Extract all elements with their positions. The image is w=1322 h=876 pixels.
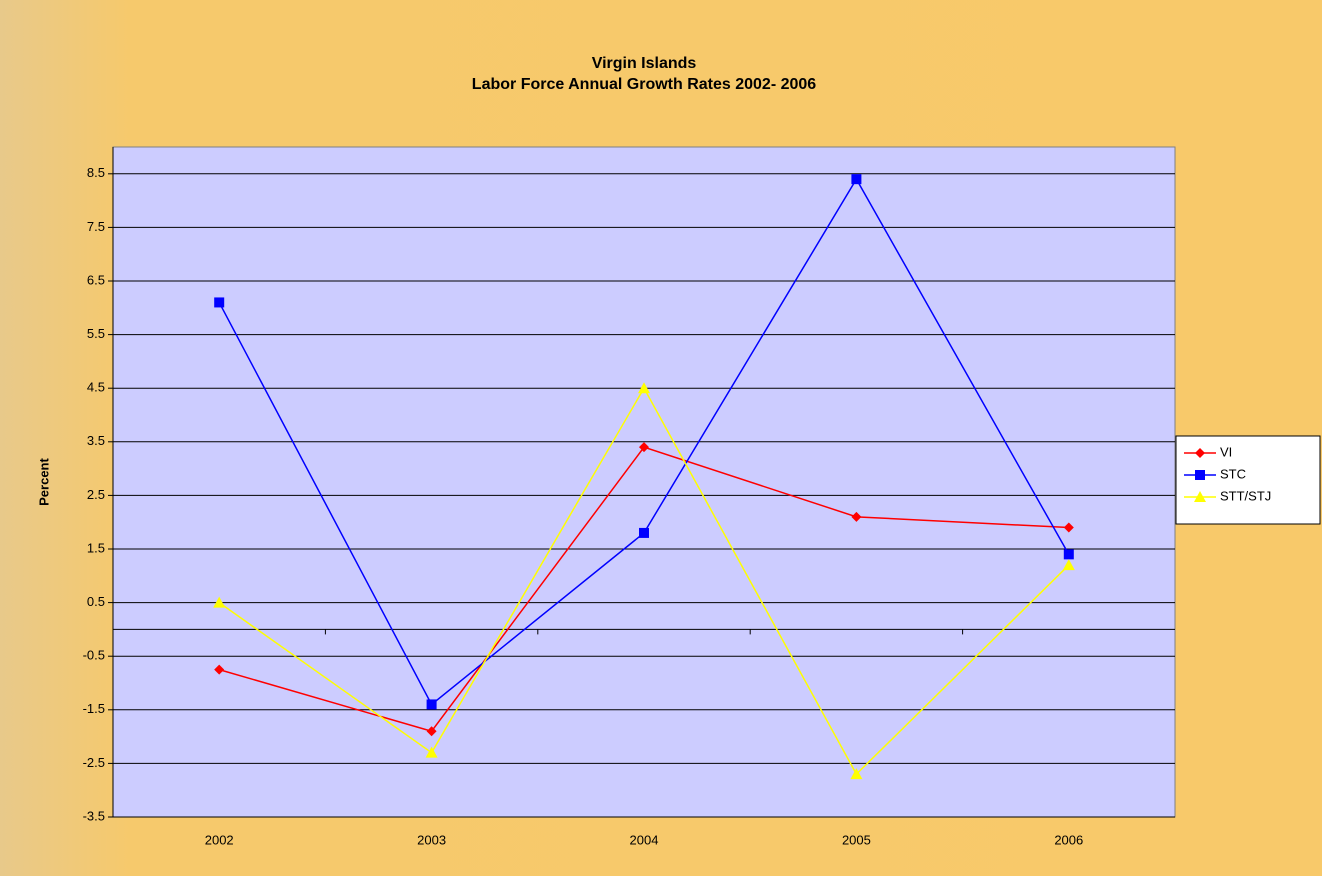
marker	[1063, 549, 1074, 560]
y-tick-label: 0.5	[87, 594, 105, 609]
marker	[1063, 522, 1074, 533]
x-tick-label: 2006	[1054, 832, 1083, 847]
y-tick-label: 6.5	[87, 272, 105, 287]
marker	[214, 297, 225, 308]
marker	[213, 596, 226, 608]
y-tick-label: 1.5	[87, 540, 105, 555]
marker	[639, 442, 649, 453]
marker	[851, 174, 862, 185]
chart-title: Virgin Islands	[592, 55, 697, 72]
marker	[851, 511, 862, 522]
plot-area	[112, 146, 1176, 818]
marker	[638, 382, 650, 394]
y-axis-label: Percent	[36, 457, 51, 505]
chart-subtitle: Labor Force Annual Growth Rates 2002- 20…	[472, 76, 817, 93]
x-tick-label: 2004	[630, 832, 659, 847]
marker	[426, 726, 437, 737]
y-tick-label: 2.5	[87, 487, 105, 502]
y-tick-label: 3.5	[87, 433, 105, 448]
marker	[425, 746, 438, 758]
marker	[1195, 470, 1205, 480]
marker	[639, 527, 649, 538]
y-tick-label: 8.5	[87, 165, 105, 180]
y-tick-label: -1.5	[83, 701, 105, 716]
marker	[1195, 448, 1205, 458]
y-tick-label: -2.5	[83, 755, 105, 770]
marker	[426, 699, 437, 710]
x-tick-label: 2003	[417, 832, 446, 847]
y-tick-label: 5.5	[87, 326, 105, 341]
marker	[1062, 559, 1075, 571]
x-tick-label: 2005	[842, 832, 871, 847]
legend-label: STT/STJ	[1220, 488, 1271, 503]
marker	[1194, 491, 1206, 502]
legend-label: STC	[1220, 466, 1246, 481]
y-tick-label: 4.5	[87, 380, 105, 395]
y-tick-label: -3.5	[83, 808, 105, 823]
legend-label: VI	[1220, 444, 1232, 459]
marker	[850, 768, 863, 780]
marker	[214, 664, 225, 675]
y-tick-label: -0.5	[83, 648, 105, 663]
y-tick-label: 7.5	[87, 219, 105, 234]
x-tick-label: 2002	[205, 832, 234, 847]
